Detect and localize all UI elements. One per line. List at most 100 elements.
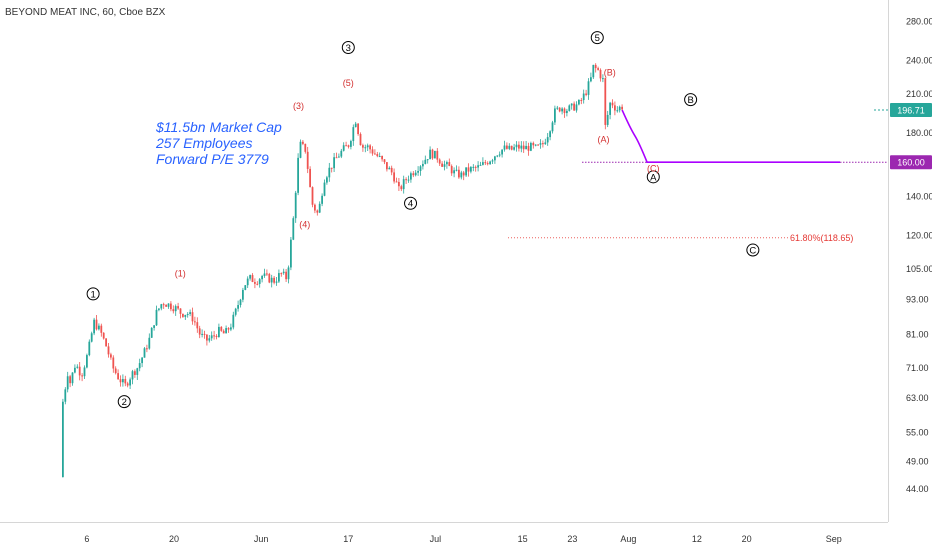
candle-body xyxy=(244,285,247,290)
candle-body xyxy=(302,141,304,144)
candle-body xyxy=(148,337,151,349)
candle-body xyxy=(357,123,359,135)
candle-body xyxy=(520,145,523,149)
target-price-tag xyxy=(890,155,932,170)
candle-body xyxy=(150,327,153,338)
candle-body xyxy=(285,271,287,280)
candle-body xyxy=(388,167,391,170)
candle-body xyxy=(222,330,225,334)
candle-body xyxy=(78,366,81,376)
candle-body xyxy=(270,277,273,283)
time-tick-label: 17 xyxy=(343,534,353,544)
candle-body xyxy=(316,210,319,213)
wave-label-minor: (5) xyxy=(343,78,354,88)
wave-label: 1 xyxy=(90,289,95,300)
candle-body xyxy=(527,145,530,151)
candle-body xyxy=(299,141,302,158)
chart-title: BEYOND MEAT INC, 60, Cboe BZX xyxy=(5,7,166,18)
candle-body xyxy=(201,333,203,335)
candle-body xyxy=(575,104,578,111)
candle-body xyxy=(318,203,321,213)
candle-body xyxy=(484,162,487,164)
candle-body xyxy=(186,314,189,316)
candle-body xyxy=(95,319,98,330)
candle-body xyxy=(170,303,172,310)
candle-body xyxy=(266,273,268,275)
candle-body xyxy=(364,147,367,149)
candle-body xyxy=(417,170,419,173)
candle-body xyxy=(153,325,155,328)
candle-body xyxy=(407,179,410,181)
candle-body xyxy=(501,149,503,155)
candle-body xyxy=(184,314,187,317)
candle-body xyxy=(544,142,547,145)
candle-body xyxy=(143,348,146,358)
candle-body xyxy=(542,143,544,145)
wave-circle xyxy=(341,40,355,54)
candle-body xyxy=(446,162,448,165)
candle-body xyxy=(114,368,117,374)
candle-body xyxy=(554,108,556,123)
wave-circle xyxy=(117,395,131,409)
candle-body xyxy=(141,357,143,364)
candle-body xyxy=(525,145,527,150)
candle-body xyxy=(616,110,619,112)
candle-body xyxy=(491,160,494,162)
candle-body xyxy=(194,321,196,323)
candle-body xyxy=(182,313,184,317)
candle-body xyxy=(472,166,475,168)
candle-body xyxy=(110,354,112,358)
price-tick-label: 210.00 xyxy=(906,89,932,99)
time-axis[interactable]: 6 20 Jun 17 Jul 15 23 Aug 12 20 Sep xyxy=(84,534,841,544)
candle-body xyxy=(546,137,549,143)
wave-label: B xyxy=(687,95,693,106)
candle-body xyxy=(498,154,501,156)
candle-body xyxy=(582,93,585,101)
time-tick-label: 23 xyxy=(567,534,577,544)
candle-body xyxy=(467,167,470,172)
time-tick-label: 20 xyxy=(742,534,752,544)
price-tick-label: 120.00 xyxy=(906,230,932,240)
candle-body xyxy=(227,328,230,330)
candle-body xyxy=(134,371,136,375)
candle-body xyxy=(609,102,611,115)
price-tick-label: 180.00 xyxy=(906,128,932,138)
candle-body xyxy=(230,327,232,330)
candle-body xyxy=(438,159,441,164)
candle-body xyxy=(606,114,609,125)
candle-body xyxy=(448,162,451,167)
projection-path xyxy=(621,109,840,163)
candle-body xyxy=(162,304,165,306)
candle-body xyxy=(208,338,211,341)
candle-body xyxy=(597,68,599,70)
candle-body xyxy=(602,78,604,80)
candle-body xyxy=(232,314,235,328)
candle-body xyxy=(422,163,424,167)
candle-body xyxy=(350,141,352,147)
candle-body xyxy=(369,145,371,150)
price-tick-label: 63.00 xyxy=(906,393,929,403)
candle-body xyxy=(335,157,338,159)
candle-body xyxy=(258,279,261,284)
candle-body xyxy=(395,181,398,183)
candle-body xyxy=(122,379,124,383)
candle-body xyxy=(69,376,71,384)
candle-body xyxy=(558,107,561,112)
wave-label-minor: (1) xyxy=(175,268,186,278)
note-employees: 257 Employees xyxy=(155,135,253,151)
candle-body xyxy=(587,81,590,95)
candle-body xyxy=(119,379,122,383)
time-tick-label: Jul xyxy=(430,534,442,544)
wave-labels: 1 2 3 4 5 A B C (1) (3) (4) (5) (B) (A) (C) xyxy=(86,31,760,409)
wave-circle xyxy=(646,170,660,184)
price-axis[interactable]: 280.00240.00210.00180.00160.00140.00120.… xyxy=(906,16,932,493)
candle-body xyxy=(210,335,213,339)
candle-body xyxy=(400,186,403,190)
wave-circle xyxy=(86,287,100,301)
candle-body xyxy=(234,308,237,315)
candle-body xyxy=(105,338,107,347)
wave-label: A xyxy=(650,172,657,183)
candle-body xyxy=(474,166,477,168)
wave-circle xyxy=(404,196,418,210)
